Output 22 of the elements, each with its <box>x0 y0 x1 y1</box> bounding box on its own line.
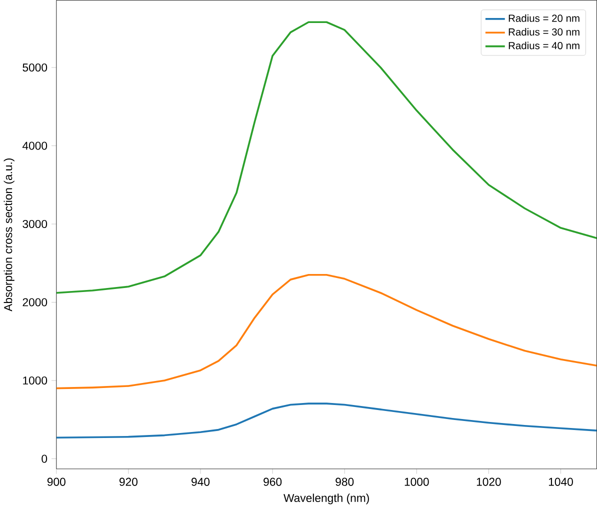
x-tick-label: 1000 <box>404 478 429 486</box>
y-tick-label: 3000 <box>22 220 48 228</box>
x-tick-label: 900 <box>47 478 66 486</box>
x-tick-label: 960 <box>264 478 282 486</box>
y-tick-label: 4000 <box>22 142 48 150</box>
x-tick-label: 1040 <box>548 478 573 486</box>
x-tick-label: 920 <box>119 478 138 486</box>
x-tick-label: 1020 <box>476 478 501 486</box>
line-series <box>56 402 597 439</box>
x-tick-label: 980 <box>336 478 354 486</box>
y-tick-label: 0 <box>42 454 48 463</box>
legend-label: Radius = 40 nm <box>508 42 580 50</box>
legend-label: Radius = 30 nm <box>508 28 580 36</box>
line-series <box>56 21 597 294</box>
legend-label: Radius = 20 nm <box>508 14 580 22</box>
y-axis-title: Absorption cross section (a.u.) <box>4 158 14 312</box>
y-tick-label: 1000 <box>23 376 48 384</box>
x-axis-title: Wavelength (nm) <box>284 494 369 504</box>
line-series <box>56 274 597 390</box>
x-tick-label: 940 <box>192 478 210 486</box>
y-tick-label: 5000 <box>22 63 48 72</box>
y-tick-label: 2000 <box>22 298 48 306</box>
